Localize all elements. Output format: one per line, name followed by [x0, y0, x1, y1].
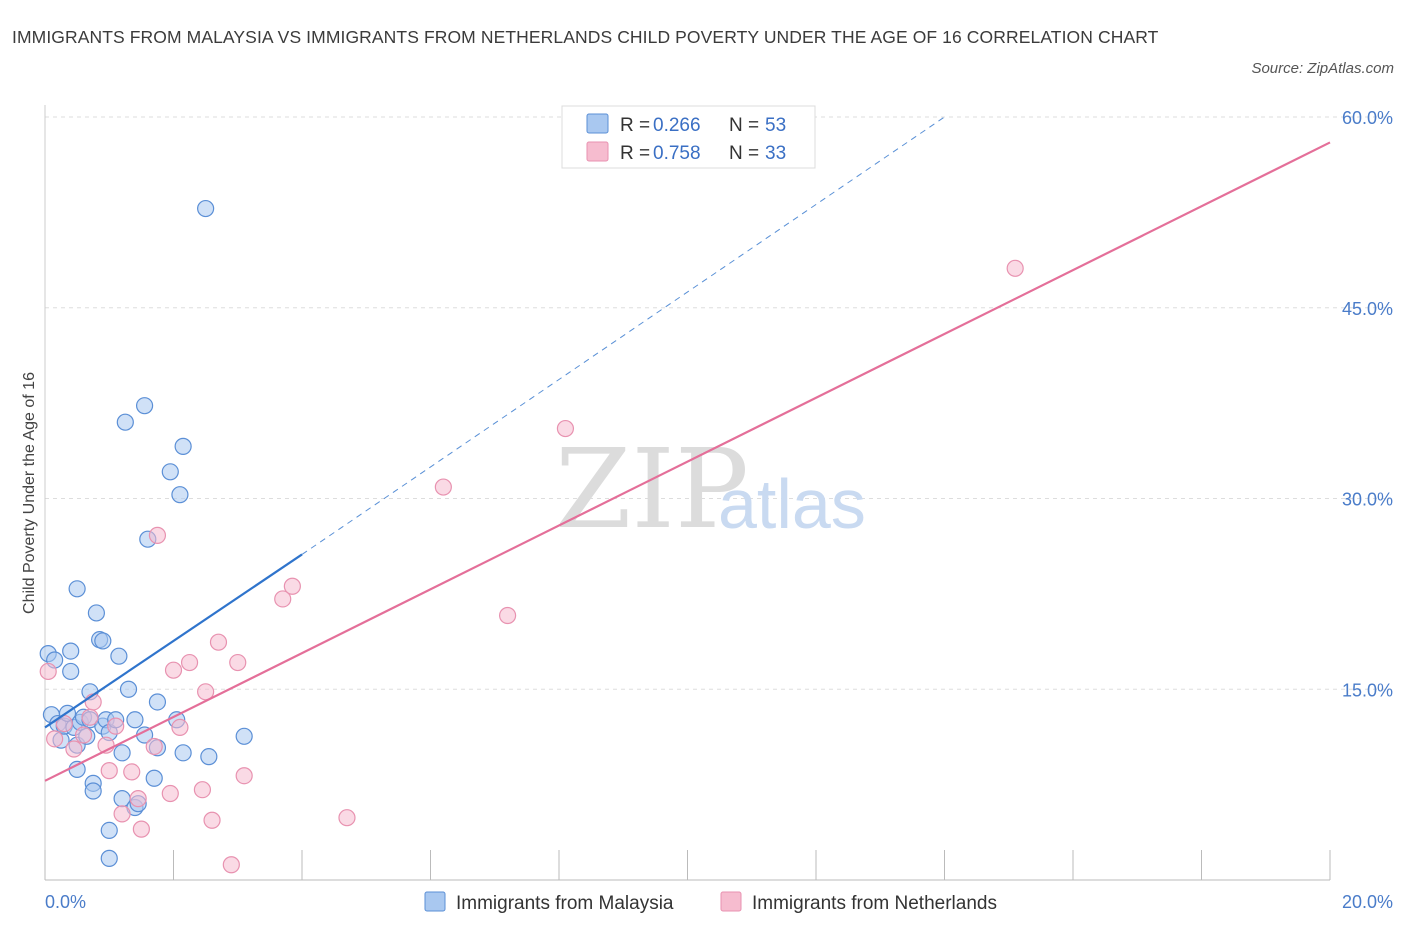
- malaysia-point: [174, 744, 192, 762]
- x-tick-label: 20.0%: [1342, 892, 1393, 912]
- legend-swatch-netherlands: [586, 141, 609, 162]
- legend-swatch-netherlands: [720, 891, 742, 912]
- malaysia-point: [62, 662, 80, 681]
- watermark-atlas: atlas: [718, 465, 866, 543]
- tick-labels: 15.0% 30.0% 45.0% 60.0% 0.0% 20.0%: [45, 108, 1393, 912]
- malaysia-point: [161, 463, 179, 481]
- netherlands-point: [107, 717, 125, 735]
- y-tick-label: 30.0%: [1342, 490, 1393, 510]
- data-points: [39, 199, 1024, 874]
- netherlands-point: [171, 718, 189, 737]
- grid: [45, 116, 1390, 690]
- netherlands-point: [161, 784, 179, 803]
- legend-n-value-netherlands: 33: [765, 143, 786, 164]
- malaysia-point: [148, 693, 167, 711]
- netherlands-point: [222, 856, 240, 874]
- netherlands-point: [434, 478, 452, 496]
- netherlands-point: [113, 805, 131, 823]
- netherlands-trend-line: [44, 141, 1331, 782]
- legend-n-label: N =: [729, 143, 759, 164]
- malaysia-point: [135, 397, 154, 415]
- x-tick-label: 0.0%: [45, 892, 86, 912]
- netherlands-point: [74, 726, 93, 744]
- malaysia-point: [84, 782, 102, 800]
- y-tick-label: 15.0%: [1342, 680, 1393, 700]
- malaysia-point: [87, 604, 106, 622]
- malaysia-point: [62, 642, 80, 660]
- netherlands-point: [499, 606, 517, 625]
- netherlands-point: [39, 662, 57, 681]
- netherlands-point: [1006, 259, 1024, 277]
- netherlands-point: [193, 781, 212, 799]
- malaysia-trend-extension: [301, 116, 945, 555]
- legend-row-malaysia: R = 0.266 N = 53: [586, 113, 786, 136]
- legend-r-value-malaysia: 0.266: [653, 115, 701, 136]
- trend-lines: [44, 116, 1331, 782]
- netherlands-point: [274, 590, 292, 608]
- chart-title: IMMIGRANTS FROM MALAYSIA VS IMMIGRANTS F…: [12, 27, 1159, 47]
- legend-label-malaysia: Immigrants from Malaysia: [456, 893, 674, 914]
- malaysia-point: [126, 711, 144, 729]
- y-tick-label: 60.0%: [1342, 108, 1393, 128]
- malaysia-point: [197, 199, 215, 218]
- netherlands-point: [556, 419, 575, 438]
- stats-legend: R = 0.266 N = 53 R = 0.758 N = 33: [561, 105, 816, 169]
- malaysia-point: [174, 437, 192, 455]
- netherlands-point: [229, 653, 247, 672]
- watermark: ZIP atlas: [555, 425, 866, 553]
- legend-n-value-malaysia: 53: [765, 115, 786, 136]
- malaysia-point: [100, 849, 118, 867]
- malaysia-trend-line: [44, 553, 303, 729]
- netherlands-point: [180, 653, 199, 672]
- malaysia-point: [110, 647, 128, 665]
- malaysia-point: [145, 769, 163, 787]
- netherlands-point: [132, 820, 150, 838]
- netherlands-point: [209, 633, 228, 651]
- netherlands-point: [283, 577, 301, 595]
- legend-n-label: N =: [729, 115, 759, 136]
- malaysia-point: [68, 580, 86, 598]
- malaysia-point: [200, 748, 218, 766]
- malaysia-point: [116, 413, 134, 431]
- netherlands-point: [129, 790, 147, 808]
- netherlands-point: [81, 708, 99, 726]
- legend-r-label: R =: [620, 115, 650, 136]
- legend-label-netherlands: Immigrants from Netherlands: [752, 893, 997, 914]
- netherlands-point: [100, 762, 118, 780]
- netherlands-point: [123, 763, 141, 781]
- legend-row-netherlands: R = 0.758 N = 33: [586, 141, 786, 164]
- netherlands-point: [84, 693, 102, 711]
- y-axis-label: Child Poverty Under the Age of 16: [21, 372, 38, 614]
- netherlands-point: [164, 661, 183, 679]
- netherlands-point: [338, 809, 356, 827]
- malaysia-point: [235, 727, 253, 745]
- axes: [44, 105, 1331, 881]
- netherlands-point: [203, 811, 221, 829]
- y-tick-label: 45.0%: [1342, 299, 1393, 319]
- netherlands-point: [145, 737, 163, 756]
- series-legend: Immigrants from Malaysia Immigrants from…: [424, 891, 997, 914]
- malaysia-point: [171, 486, 189, 504]
- malaysia-point: [113, 744, 131, 762]
- malaysia-point: [94, 632, 112, 650]
- legend-swatch-malaysia: [424, 891, 446, 912]
- source-label: Source: ZipAtlas.com: [1251, 60, 1394, 77]
- legend-r-label: R =: [620, 143, 650, 164]
- legend-r-value-netherlands: 0.758: [653, 143, 701, 164]
- malaysia-point: [119, 680, 138, 698]
- netherlands-point: [46, 730, 64, 748]
- netherlands-point: [235, 767, 253, 785]
- netherlands-point: [65, 740, 83, 758]
- malaysia-point: [100, 821, 118, 840]
- netherlands-point: [148, 526, 167, 544]
- legend-swatch-malaysia: [586, 113, 609, 134]
